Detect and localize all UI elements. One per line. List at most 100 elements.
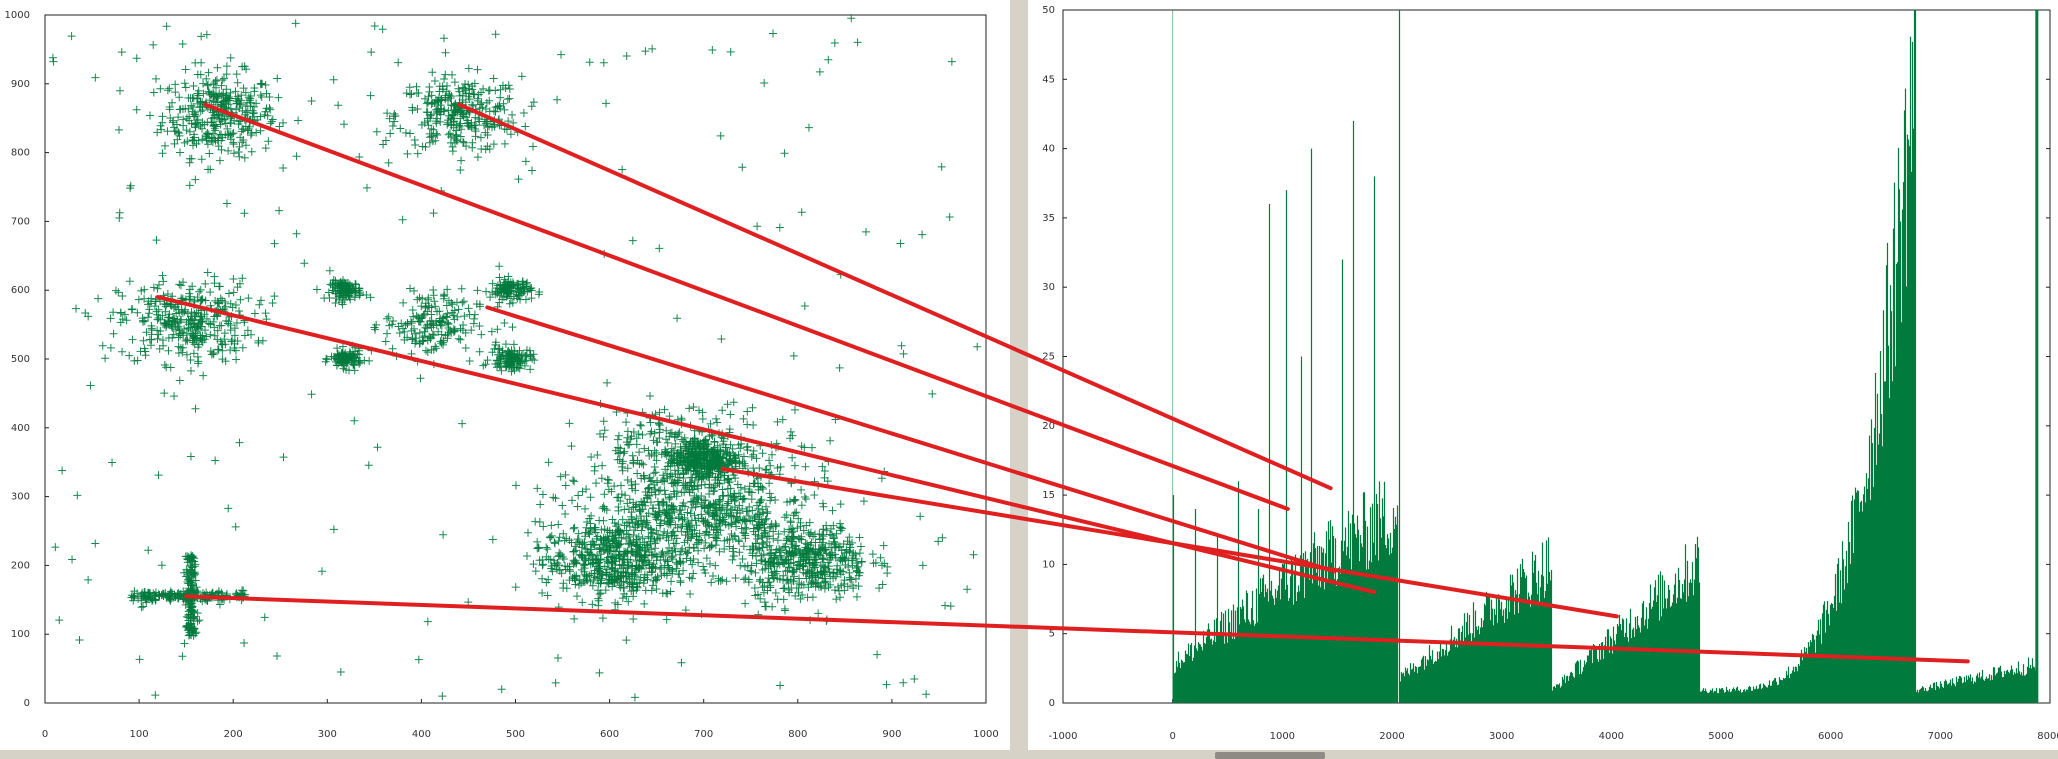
- data-point: [436, 95, 445, 104]
- x-tick-label: 2000: [1379, 731, 1404, 742]
- data-point: [121, 310, 130, 319]
- x-tick-label: 900: [882, 729, 901, 740]
- data-point: [517, 72, 526, 81]
- data-point: [855, 533, 864, 542]
- data-point: [628, 451, 637, 460]
- x-tick-label: 800: [788, 729, 807, 740]
- scrollbar-thumb[interactable]: [1215, 752, 1325, 759]
- data-point: [455, 91, 464, 100]
- data-point: [876, 553, 885, 562]
- data-point: [329, 525, 338, 534]
- data-point: [275, 122, 284, 131]
- data-point: [429, 285, 438, 294]
- data-point: [438, 692, 447, 701]
- data-point: [612, 407, 621, 416]
- data-point: [468, 85, 477, 94]
- data-point: [635, 448, 644, 457]
- data-point: [743, 420, 752, 429]
- data-point: [808, 593, 817, 602]
- data-point: [413, 357, 422, 366]
- data-point: [165, 103, 174, 112]
- data-point: [249, 108, 258, 117]
- data-point: [350, 416, 359, 425]
- data-point: [533, 484, 542, 493]
- data-point: [410, 286, 419, 295]
- window-divider[interactable]: [1010, 0, 1028, 759]
- data-point: [185, 181, 194, 190]
- bottom-scrollbar[interactable]: [0, 750, 2058, 759]
- data-point: [452, 298, 461, 307]
- data-point: [698, 415, 707, 424]
- data-point: [500, 139, 509, 148]
- data-point: [406, 284, 415, 293]
- data-point: [362, 183, 371, 192]
- data-point: [669, 527, 678, 536]
- data-point: [279, 118, 288, 127]
- data-point: [780, 513, 789, 522]
- data-point: [411, 140, 420, 149]
- data-point: [598, 504, 607, 513]
- data-point: [694, 558, 703, 567]
- data-point: [355, 153, 364, 162]
- data-point: [392, 352, 401, 361]
- data-point: [831, 415, 840, 424]
- data-point: [645, 451, 654, 460]
- data-point: [213, 63, 222, 72]
- data-point: [747, 561, 756, 570]
- data-point: [171, 80, 180, 89]
- data-point: [118, 347, 127, 356]
- data-point: [697, 610, 706, 619]
- data-point: [465, 95, 474, 104]
- data-point: [729, 398, 738, 407]
- data-point: [561, 470, 570, 479]
- data-point: [647, 586, 656, 595]
- data-point: [551, 494, 560, 503]
- data-point: [170, 392, 179, 401]
- data-point: [388, 122, 397, 131]
- data-point: [707, 542, 716, 551]
- data-point: [551, 678, 560, 687]
- data-point: [649, 469, 658, 478]
- data-point: [875, 584, 884, 593]
- y-tick-label: 900: [11, 79, 30, 90]
- data-point: [501, 83, 510, 92]
- data-point: [405, 83, 414, 92]
- data-point: [531, 567, 540, 576]
- data-point: [115, 125, 124, 134]
- data-point: [838, 524, 847, 533]
- data-point: [749, 421, 758, 430]
- data-point: [147, 321, 156, 330]
- data-point: [365, 356, 374, 365]
- data-point: [963, 585, 972, 594]
- data-point: [569, 476, 578, 485]
- data-point: [739, 414, 748, 423]
- data-point: [862, 227, 871, 236]
- data-point: [101, 354, 110, 363]
- data-point: [538, 560, 547, 569]
- data-point: [797, 501, 806, 510]
- data-point: [736, 433, 745, 442]
- data-point: [450, 78, 459, 87]
- data-point: [677, 416, 686, 425]
- data-point: [724, 497, 733, 506]
- data-point: [655, 421, 664, 430]
- data-point: [739, 452, 748, 461]
- data-point: [254, 338, 263, 347]
- data-point: [719, 491, 728, 500]
- data-point: [441, 48, 450, 57]
- data-point: [111, 286, 120, 295]
- data-point: [118, 315, 127, 324]
- data-point: [588, 600, 597, 609]
- data-point: [527, 102, 536, 111]
- data-point: [470, 314, 479, 323]
- data-point: [835, 586, 844, 595]
- data-point: [685, 404, 694, 413]
- data-point: [553, 654, 562, 663]
- data-point: [182, 126, 191, 135]
- data-point: [265, 92, 274, 101]
- data-point: [84, 575, 93, 584]
- data-point: [413, 105, 422, 114]
- data-point: [171, 127, 180, 136]
- data-point: [570, 523, 579, 532]
- data-point: [822, 617, 831, 626]
